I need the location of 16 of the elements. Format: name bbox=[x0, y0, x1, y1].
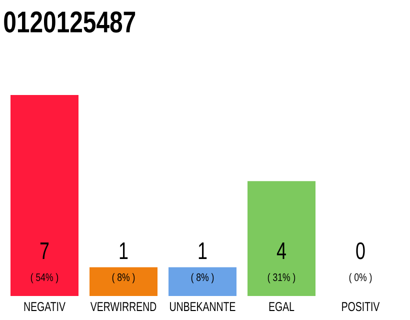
annotation: ( 0% ) bbox=[349, 273, 372, 284]
data-label: 0 bbox=[356, 242, 365, 260]
x-tick-label: EGAL bbox=[269, 302, 294, 312]
x-tick-label: UNBEKANNTE bbox=[170, 302, 236, 312]
data-label: 1 bbox=[120, 242, 128, 259]
data-label: 4 bbox=[276, 242, 286, 259]
x-tick-label: POSITIV bbox=[342, 302, 380, 312]
chart-title: 0120125487 bbox=[4, 11, 136, 33]
data-label: 1 bbox=[198, 242, 207, 259]
annotation: ( 8% ) bbox=[112, 273, 135, 284]
annotation: ( 31% ) bbox=[268, 273, 296, 284]
data-label: 7 bbox=[40, 242, 49, 259]
x-tick-label: VERWIRREND bbox=[90, 302, 156, 311]
annotation: ( 54% ) bbox=[30, 273, 58, 284]
annotation: ( 8% ) bbox=[191, 273, 214, 284]
x-tick-label: NEGATIV bbox=[24, 302, 66, 312]
